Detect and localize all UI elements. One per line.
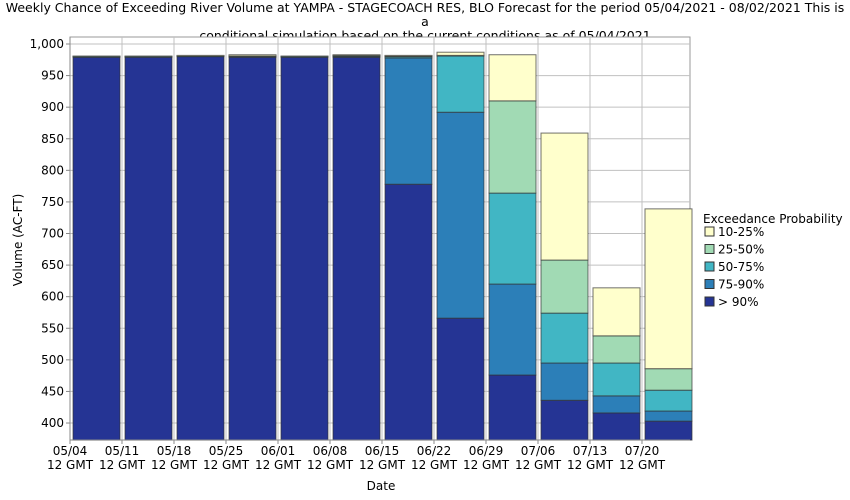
bar-segment xyxy=(124,56,173,441)
x-tick-label: 12 GMT xyxy=(567,458,614,472)
bar-segment xyxy=(176,54,225,57)
x-tick-label: 12 GMT xyxy=(307,458,354,472)
bar-segment xyxy=(332,56,381,441)
bar-segment xyxy=(488,283,537,376)
x-tick-label: 12 GMT xyxy=(99,458,146,472)
x-tick-label: 12 GMT xyxy=(255,458,302,472)
x-tick-label: 06/22 xyxy=(417,444,452,458)
legend-swatch xyxy=(704,296,715,307)
bar-segment xyxy=(228,54,277,57)
bar-segment xyxy=(436,111,485,319)
bar-segment xyxy=(72,55,121,58)
y-tick-label: 1,000 xyxy=(30,37,64,51)
bar-segment xyxy=(592,395,641,414)
bar-segment xyxy=(124,55,173,58)
x-tick-label: 05/18 xyxy=(157,444,192,458)
x-tick-label: 07/06 xyxy=(521,444,556,458)
bar-segment xyxy=(540,259,589,314)
bar-segment xyxy=(488,54,537,102)
y-tick-label: 700 xyxy=(41,227,64,241)
x-tick-label: 06/01 xyxy=(261,444,296,458)
bar-segment xyxy=(540,132,589,261)
x-tick-label: 12 GMT xyxy=(203,458,250,472)
x-tick-label: 05/11 xyxy=(105,444,140,458)
legend-label: 25-50% xyxy=(718,243,764,257)
x-tick-label: 06/08 xyxy=(313,444,348,458)
bar-segment xyxy=(488,100,537,194)
legend-label: > 90% xyxy=(718,295,759,309)
bar-segment xyxy=(436,55,485,113)
legend-label: 50-75% xyxy=(718,260,764,274)
y-tick-label: 850 xyxy=(41,132,64,146)
x-tick-label: 07/20 xyxy=(625,444,660,458)
bar-segment xyxy=(488,192,537,285)
legend-title: Exceedance Probability xyxy=(703,212,843,226)
bar-segment xyxy=(540,312,589,364)
legend-swatch xyxy=(704,261,715,272)
bar-segment xyxy=(436,51,485,56)
x-tick-label: 12 GMT xyxy=(463,458,510,472)
bar-segment xyxy=(228,56,277,441)
bar-segment xyxy=(176,56,225,441)
bar-segment xyxy=(644,208,693,370)
x-tick-label: 06/15 xyxy=(365,444,400,458)
legend-label: 75-90% xyxy=(718,278,764,292)
bar-segment xyxy=(72,56,121,441)
bar-segment xyxy=(384,54,433,57)
bar-segment xyxy=(384,183,433,441)
bar-segment xyxy=(644,368,693,391)
bar-segment xyxy=(644,410,693,422)
x-tick-label: 12 GMT xyxy=(411,458,458,472)
bar-segment xyxy=(384,57,433,185)
legend-swatch xyxy=(704,244,715,254)
bar-segment xyxy=(280,55,329,58)
title-line-1: Weekly Chance of Exceeding River Volume … xyxy=(5,0,845,29)
y-axis-label: Volume (AC-FT) xyxy=(11,194,25,287)
legend-swatch xyxy=(704,226,715,237)
x-tick-label: 05/25 xyxy=(209,444,244,458)
bar-segment xyxy=(332,54,381,56)
bar-segment xyxy=(488,374,537,441)
bar-segment xyxy=(540,362,589,401)
bar-segment xyxy=(436,317,485,441)
bar-segment xyxy=(592,287,641,337)
legend-label: 10-25% xyxy=(718,225,764,239)
y-tick-label: 500 xyxy=(41,353,64,367)
y-tick-label: 650 xyxy=(41,258,64,272)
x-tick-label: 06/29 xyxy=(469,444,504,458)
y-tick-label: 550 xyxy=(41,321,64,335)
bar-segment xyxy=(644,389,693,412)
x-tick-label: 12 GMT xyxy=(359,458,406,472)
legend-swatch xyxy=(704,279,715,289)
y-tick-label: 950 xyxy=(41,69,64,83)
bar-segment xyxy=(644,420,693,441)
y-tick-label: 750 xyxy=(41,195,64,209)
y-tick-label: 450 xyxy=(41,384,64,398)
bar-segment xyxy=(592,335,641,364)
x-tick-label: 12 GMT xyxy=(47,458,94,472)
x-tick-label: 07/13 xyxy=(573,444,608,458)
bar-segment xyxy=(592,412,641,441)
y-tick-label: 900 xyxy=(41,100,64,114)
x-tick-label: 12 GMT xyxy=(515,458,562,472)
bar-segment xyxy=(280,56,329,441)
y-tick-label: 600 xyxy=(41,290,64,304)
x-tick-label: 12 GMT xyxy=(151,458,198,472)
y-tick-label: 800 xyxy=(41,163,64,177)
x-tick-label: 05/04 xyxy=(53,444,88,458)
y-tick-label: 400 xyxy=(41,416,64,430)
bar-segment xyxy=(540,399,589,441)
bar-segment xyxy=(592,362,641,397)
x-axis-label: Date xyxy=(367,479,396,493)
x-tick-label: 12 GMT xyxy=(619,458,666,472)
